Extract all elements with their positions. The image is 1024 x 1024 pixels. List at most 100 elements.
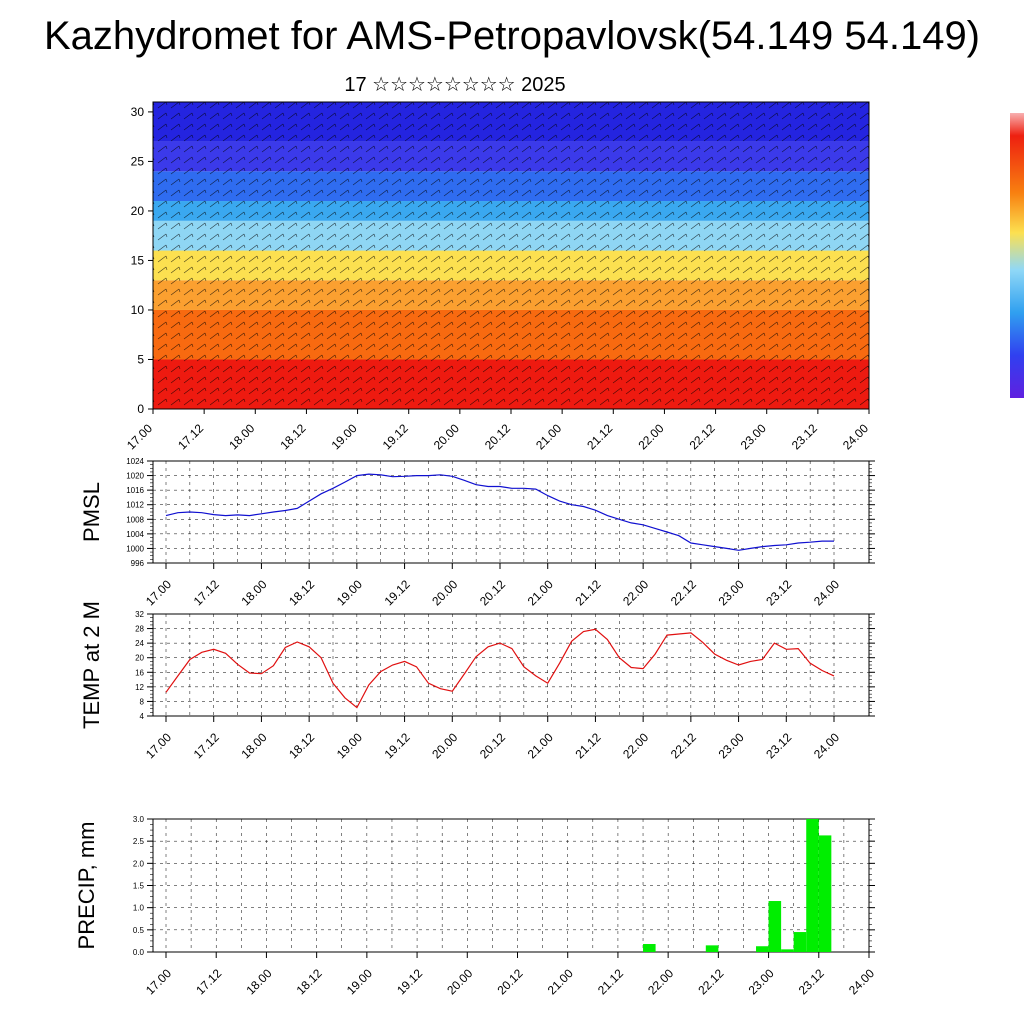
precip-ytick-label-1: 0.5 — [133, 926, 145, 935]
precip-panel: 0.0 0.5 1.0 1.5 2.0 2.5 3.0 17.00 17.12 18.00 18.1… — [74, 815, 877, 997]
pmsl-xtick-label-8: 21.00 — [525, 577, 556, 608]
pmsl-xtick-label-10: 22.00 — [620, 577, 651, 608]
cross-xtick-label-5: 19.12 — [380, 421, 411, 452]
temp-xtick-label-14: 24.00 — [811, 730, 842, 761]
temp-ytick-label-6: 28 — [135, 625, 144, 634]
pmsl-xtick-label-4: 19.00 — [334, 577, 365, 608]
cross-ytick-label-6: 30 — [131, 105, 145, 119]
precip-ytick-label-5: 2.5 — [133, 837, 145, 846]
page-title: Kazhydromet for AMS-Petropavlovsk(54.149… — [43, 14, 981, 58]
temp-panel: 4 8 12 16 20 24 28 32 17.00 17.12 18.00 18.12 19.00 1… — [79, 601, 875, 761]
pmsl-xtick-label-9: 21.12 — [572, 577, 603, 608]
precip-bar-6 — [806, 819, 819, 952]
precip-bar-7 — [818, 835, 832, 952]
pmsl-ytick-label-5: 1016 — [126, 486, 144, 495]
pmsl-xtick-label-5: 19.12 — [382, 577, 413, 608]
precip-xtick-label-4: 19.00 — [344, 966, 375, 997]
temp-ytick-label-7: 32 — [135, 610, 144, 619]
pmsl-xtick-label-1: 17.12 — [191, 577, 222, 608]
cross-xtick-label-3: 18.12 — [277, 421, 308, 452]
pmsl-ytick-label-2: 1004 — [126, 530, 144, 539]
temp-xtick-label-10: 22.00 — [620, 730, 651, 761]
precip-xtick-label-7: 20.12 — [494, 966, 525, 997]
temp-xtick-label-12: 23.00 — [716, 730, 747, 761]
temp-xtick-label-11: 22.12 — [668, 730, 699, 761]
pmsl-ytick-label-7: 1024 — [126, 457, 144, 466]
cross-ytick-label-0: 0 — [137, 402, 144, 416]
temp-xtick-label-9: 21.12 — [572, 730, 603, 761]
precip-xtick-label-11: 22.12 — [695, 966, 726, 997]
pmsl-panel: 996 1000 1004 1008 1012 1016 1020 1024 17.00 17.1… — [79, 457, 875, 608]
cross-xtick-label-10: 22.00 — [635, 421, 666, 452]
cross-ytick-label-5: 25 — [131, 154, 145, 168]
precip-xtick-label-14: 24.00 — [846, 966, 877, 997]
precip-bar-3 — [768, 901, 782, 952]
temp-xtick-label-3: 18.12 — [286, 730, 317, 761]
pmsl-xtick-label-14: 24.00 — [811, 577, 842, 608]
precip-xtick-label-1: 17.12 — [193, 966, 224, 997]
cross-xtick-label-13: 23.12 — [789, 421, 820, 452]
precip-bar-2 — [756, 946, 769, 952]
pmsl-ytick-label-1: 1000 — [126, 544, 144, 553]
page-subtitle: 17 ☆☆☆☆☆☆☆☆ 2025 — [344, 74, 566, 96]
temp-xtick-label-6: 20.00 — [429, 730, 460, 761]
precip-xtick-label-3: 18.12 — [294, 966, 325, 997]
cross-section-panel: 0 5 10 15 20 25 30 17.00 17.12 18.00 18.12 19.00 19.… — [124, 101, 871, 452]
precip-xtick-label-10: 22.00 — [645, 966, 676, 997]
cross-xtick-label-11: 22.12 — [687, 421, 718, 452]
precip-xtick-label-12: 23.00 — [746, 966, 777, 997]
temp-ytick-label-1: 8 — [140, 697, 145, 706]
wind-barbs — [153, 102, 869, 409]
temp-xtick-label-1: 17.12 — [191, 730, 222, 761]
precip-ytick-label-4: 2.0 — [133, 859, 145, 868]
cross-xtick-label-7: 20.12 — [482, 421, 513, 452]
precip-ytick-label-0: 0.0 — [133, 948, 145, 957]
temp-ytick-label-2: 12 — [135, 683, 144, 692]
pmsl-ytick-label-4: 1012 — [126, 501, 144, 510]
precip-xtick-label-5: 19.12 — [394, 966, 425, 997]
precip-xtick-label-0: 17.00 — [143, 966, 174, 997]
temp-ylabel: TEMP at 2 M — [79, 601, 104, 729]
precip-frame — [152, 818, 870, 953]
pmsl-frame — [152, 460, 870, 564]
temp-xtick-label-0: 17.00 — [143, 730, 174, 761]
cross-xtick-label-2: 18.00 — [226, 421, 257, 452]
precip-bar-4 — [781, 949, 794, 952]
pmsl-xtick-label-13: 23.12 — [763, 577, 794, 608]
cross-xtick-label-0: 17.00 — [124, 421, 155, 452]
temp-ytick-label-0: 4 — [140, 712, 145, 721]
pmsl-xtick-label-12: 23.00 — [716, 577, 747, 608]
pmsl-xtick-label-0: 17.00 — [143, 577, 174, 608]
cross-ytick-label-2: 10 — [131, 303, 145, 317]
cross-ytick-label-3: 15 — [131, 253, 145, 267]
pmsl-xtick-label-2: 18.00 — [238, 577, 269, 608]
pmsl-ylabel: PMSL — [79, 482, 104, 542]
cross-xtick-label-12: 23.00 — [738, 421, 769, 452]
pmsl-ytick-label-6: 1020 — [126, 472, 144, 481]
colorbar — [1010, 113, 1024, 398]
temp-xtick-label-7: 20.12 — [477, 730, 508, 761]
precip-bar-5 — [793, 932, 807, 952]
temp-xtick-label-2: 18.00 — [238, 730, 269, 761]
precip-ytick-label-3: 1.5 — [133, 882, 145, 891]
cross-xtick-label-6: 20.00 — [431, 421, 462, 452]
temp-ytick-label-4: 20 — [135, 654, 144, 663]
temp-ytick-label-5: 24 — [135, 639, 144, 648]
precip-ytick-label-2: 1.0 — [133, 904, 145, 913]
temp-xtick-label-13: 23.12 — [763, 730, 794, 761]
temp-xtick-label-5: 19.12 — [382, 730, 413, 761]
precip-bar-1 — [705, 945, 719, 952]
pmsl-ytick-label-0: 996 — [131, 559, 145, 568]
pmsl-series-line — [165, 473, 834, 551]
pmsl-xtick-label-7: 20.12 — [477, 577, 508, 608]
precip-xtick-label-8: 21.00 — [545, 966, 576, 997]
cross-ytick-label-1: 5 — [137, 352, 144, 366]
cross-xtick-label-4: 19.00 — [329, 421, 360, 452]
precip-xtick-label-6: 20.00 — [444, 966, 475, 997]
precip-ytick-label-6: 3.0 — [133, 815, 145, 824]
cross-xtick-label-1: 17.12 — [175, 421, 206, 452]
precip-ylabel: PRECIP, mm — [74, 822, 99, 950]
temp-xtick-label-8: 21.00 — [525, 730, 556, 761]
temp-ytick-label-3: 16 — [135, 668, 144, 677]
